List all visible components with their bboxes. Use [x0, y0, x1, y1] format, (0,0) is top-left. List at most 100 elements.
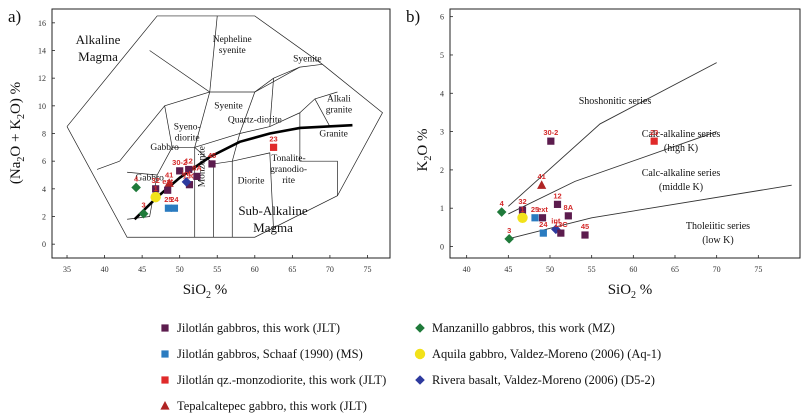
- legend-marker: [161, 324, 168, 331]
- data-point: [531, 214, 538, 221]
- field-label: Gabbro: [150, 143, 179, 153]
- field-boundary: [274, 64, 323, 78]
- region-label: Sub-Alkaline: [238, 203, 308, 218]
- x-tick-label: 45: [138, 265, 146, 274]
- series-label: (middle K): [659, 182, 703, 193]
- y-tick-label: 8: [42, 130, 46, 139]
- point-label: 23: [650, 128, 658, 137]
- point-label: 8A: [564, 203, 574, 212]
- x-tick-label: 55: [588, 265, 596, 274]
- series-label: (high K): [664, 143, 698, 154]
- legend-marker: [415, 323, 425, 333]
- point-label: 45: [581, 222, 589, 231]
- point-label: 24: [539, 220, 548, 229]
- point-label: 3: [142, 201, 146, 210]
- point-label: 1: [154, 184, 158, 193]
- field-boundary: [97, 161, 120, 169]
- panel-a-xlabel: SiO2 %: [183, 282, 228, 301]
- x-tick-label: 40: [101, 265, 109, 274]
- series-label: Shoshonitic series: [579, 96, 652, 107]
- field-boundary: [213, 161, 232, 164]
- data-point: [171, 205, 178, 212]
- point-label: 30-2: [543, 128, 558, 137]
- data-point: [651, 138, 658, 145]
- figure: a) 35 40 45 50 55 60 65 70 750246810121416 Nephe…: [0, 0, 809, 417]
- legend: Jilotlán gabbros, this work (JLT) Manzani…: [160, 321, 661, 413]
- legend-item: Rivera basalt, Valdez-Moreno (2006) (D5-…: [432, 373, 655, 387]
- point-label: 45: [208, 151, 216, 160]
- point-label: 1: [520, 205, 524, 214]
- x-tick-label: 70: [713, 265, 721, 274]
- field-label: Syenite: [214, 102, 243, 112]
- region-label: Magma: [78, 49, 118, 64]
- point-label: 24: [170, 195, 179, 204]
- data-point: [554, 201, 561, 208]
- y-tick-label: 5: [440, 51, 444, 60]
- field-label: Syenite: [293, 55, 322, 65]
- data-point: [557, 230, 564, 237]
- x-tick-label: 40: [463, 265, 471, 274]
- x-tick-label: 70: [326, 265, 334, 274]
- point-label: 8A: [192, 163, 202, 172]
- region-label: Alkaline: [76, 32, 121, 47]
- y-tick-label: 0: [440, 243, 444, 252]
- point-label: 41: [537, 172, 545, 181]
- point-label: 3: [507, 226, 511, 235]
- field-boundary: [232, 153, 273, 230]
- y-tick-label: 10: [38, 102, 46, 111]
- y-tick-label: 3: [440, 128, 444, 137]
- series-label: Tholeiitic series: [686, 221, 750, 232]
- data-point: [581, 231, 588, 238]
- data-point: [540, 230, 547, 237]
- data-point: [547, 138, 554, 145]
- panel-b-label: b): [406, 7, 420, 26]
- legend-marker: [160, 401, 169, 410]
- data-point: [537, 180, 546, 189]
- data-point: [208, 160, 215, 167]
- y-tick-label: 2: [440, 166, 444, 175]
- data-point: [270, 144, 277, 151]
- legend-marker: [415, 375, 425, 385]
- legend-item: Tepalcaltepec gabbro, this work (JLT): [177, 399, 367, 413]
- data-point: [539, 214, 546, 221]
- point-label: int: [182, 169, 192, 178]
- data-point: [164, 187, 171, 194]
- field-label: Diorite: [238, 176, 265, 186]
- y-tick-label: 6: [42, 157, 46, 166]
- point-label: ext: [162, 177, 173, 186]
- x-tick-label: 65: [288, 265, 296, 274]
- legend-item: Manzanillo gabbros, this work (MZ): [432, 321, 615, 335]
- region-label: Magma: [253, 220, 293, 235]
- y-tick-label: 12: [38, 74, 46, 83]
- y-tick-label: 1: [440, 204, 444, 213]
- legend-marker: [161, 376, 168, 383]
- x-tick-label: 60: [629, 265, 637, 274]
- field-boundary: [150, 51, 300, 93]
- panel-a-field-labels: Nepheline syenite Syenite Syenite Syeno-dior…: [135, 35, 352, 187]
- x-tick-label: 50: [546, 265, 554, 274]
- legend-item: Jilotlán gabbros, this work (JLT): [177, 321, 340, 335]
- legend-item: Jilotlán gabbros, Schaaf (1990) (MS): [177, 347, 363, 361]
- legend-item: Jilotlán qz.-monzodiorite, this work (JL…: [177, 373, 386, 387]
- x-tick-label: 75: [363, 265, 371, 274]
- y-tick-label: 14: [38, 47, 46, 56]
- y-tick-label: 4: [440, 89, 444, 98]
- field-boundary: [120, 16, 218, 161]
- field-label: Tonalite-granodio-rite: [270, 154, 307, 186]
- x-tick-label: 35: [63, 265, 71, 274]
- data-point: [150, 192, 160, 202]
- y-tick-label: 4: [42, 185, 46, 194]
- series-label: (low K): [702, 235, 733, 246]
- point-label: ext: [537, 205, 548, 214]
- data-point: [497, 207, 507, 217]
- field-label: Syeno-diorite: [174, 122, 201, 143]
- point-label: 13C: [554, 220, 568, 229]
- x-tick-label: 45: [504, 265, 512, 274]
- panel-b-series-boundaries: [508, 63, 791, 239]
- y-tick-label: 16: [38, 19, 46, 28]
- data-point: [517, 213, 527, 223]
- y-tick-label: 2: [42, 213, 46, 222]
- legend-item: Aquila gabbro, Valdez-Moreno (2006) (Aq-…: [432, 347, 661, 361]
